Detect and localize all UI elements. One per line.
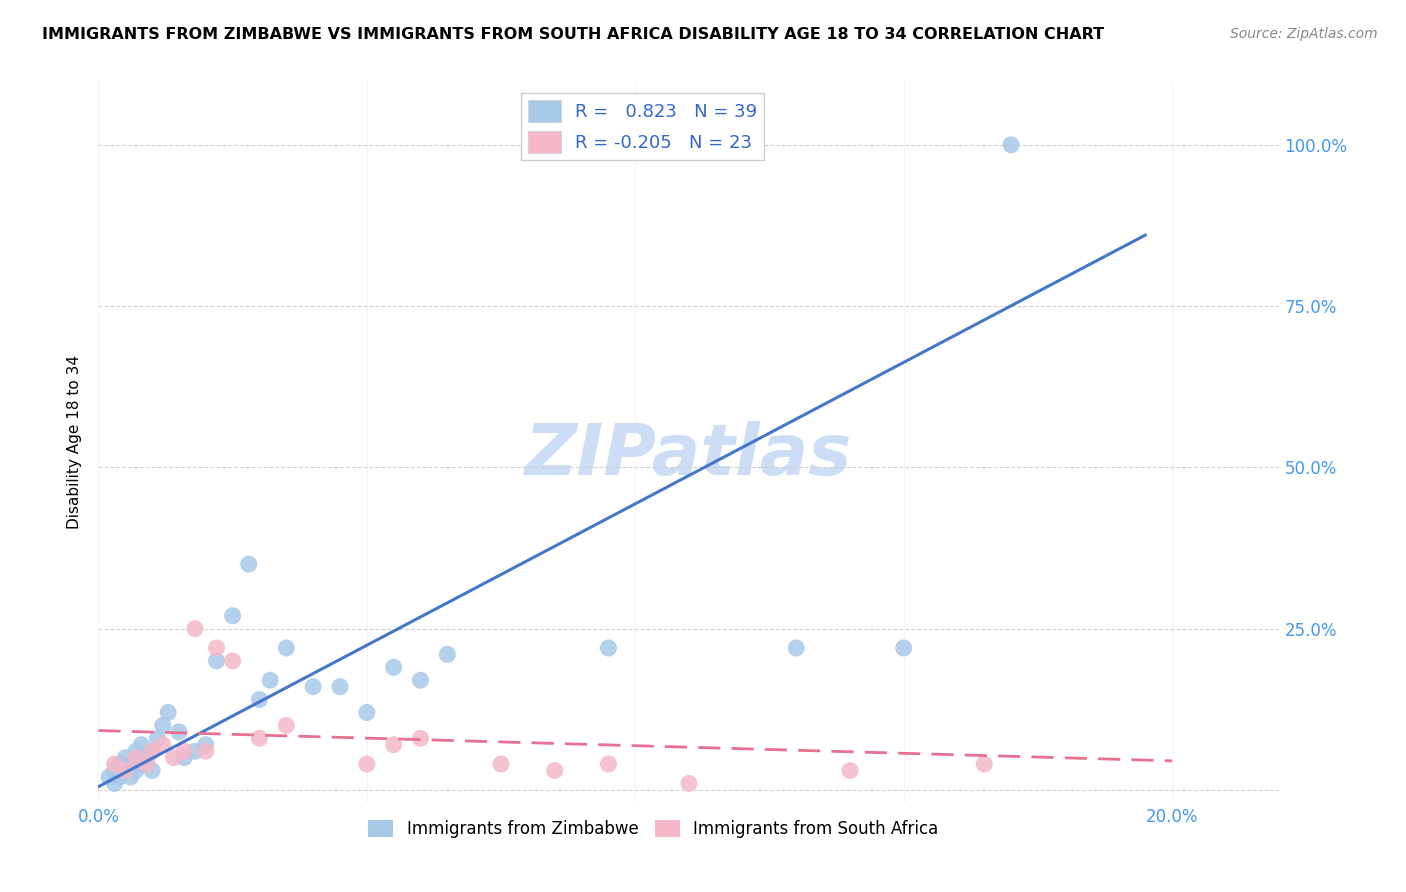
Point: [108, 770, 131, 784]
Point: [544, 764, 567, 778]
Point: [125, 764, 148, 778]
Point: [194, 744, 217, 758]
Point: [152, 738, 174, 752]
Point: [131, 757, 153, 772]
Point: [839, 764, 862, 778]
Point: [131, 738, 153, 752]
Point: [103, 776, 125, 790]
Point: [356, 706, 378, 720]
Point: [157, 706, 180, 720]
Point: [141, 744, 163, 758]
Point: [221, 608, 243, 623]
Point: [598, 640, 620, 655]
Point: [114, 764, 136, 778]
Point: [302, 680, 325, 694]
Point: [436, 648, 458, 662]
Point: [98, 770, 121, 784]
Point: [205, 640, 228, 655]
Point: [329, 680, 352, 694]
Legend: Immigrants from Zimbabwe, Immigrants from South Africa: Immigrants from Zimbabwe, Immigrants fro…: [361, 814, 945, 845]
Point: [120, 757, 142, 772]
Point: [184, 622, 207, 636]
Text: Source: ZipAtlas.com: Source: ZipAtlas.com: [1230, 27, 1378, 41]
Point: [194, 738, 217, 752]
Point: [409, 731, 432, 746]
Point: [141, 764, 163, 778]
Point: [598, 757, 620, 772]
Point: [221, 654, 243, 668]
Point: [184, 744, 207, 758]
Point: [1000, 137, 1022, 152]
Point: [276, 718, 298, 732]
Point: [249, 692, 271, 706]
Point: [489, 757, 512, 772]
Point: [108, 757, 131, 772]
Point: [103, 757, 125, 772]
Point: [973, 757, 995, 772]
Point: [893, 640, 915, 655]
Point: [125, 750, 148, 764]
Point: [382, 660, 405, 674]
Point: [409, 673, 432, 688]
Point: [785, 640, 807, 655]
Y-axis label: Disability Age 18 to 34: Disability Age 18 to 34: [67, 354, 83, 529]
Point: [162, 750, 184, 764]
Point: [103, 764, 125, 778]
Point: [146, 731, 169, 746]
Point: [205, 654, 228, 668]
Point: [120, 770, 142, 784]
Point: [382, 738, 405, 752]
Point: [114, 750, 136, 764]
Point: [135, 757, 157, 772]
Point: [173, 744, 195, 758]
Point: [276, 640, 298, 655]
Text: ZIPatlas: ZIPatlas: [526, 422, 852, 491]
Point: [678, 776, 700, 790]
Point: [125, 744, 148, 758]
Point: [238, 557, 260, 571]
Point: [249, 731, 271, 746]
Point: [114, 764, 136, 778]
Point: [135, 750, 157, 764]
Point: [152, 718, 174, 732]
Text: IMMIGRANTS FROM ZIMBABWE VS IMMIGRANTS FROM SOUTH AFRICA DISABILITY AGE 18 TO 34: IMMIGRANTS FROM ZIMBABWE VS IMMIGRANTS F…: [42, 27, 1104, 42]
Point: [141, 744, 163, 758]
Point: [356, 757, 378, 772]
Point: [259, 673, 281, 688]
Point: [173, 750, 195, 764]
Point: [167, 724, 190, 739]
